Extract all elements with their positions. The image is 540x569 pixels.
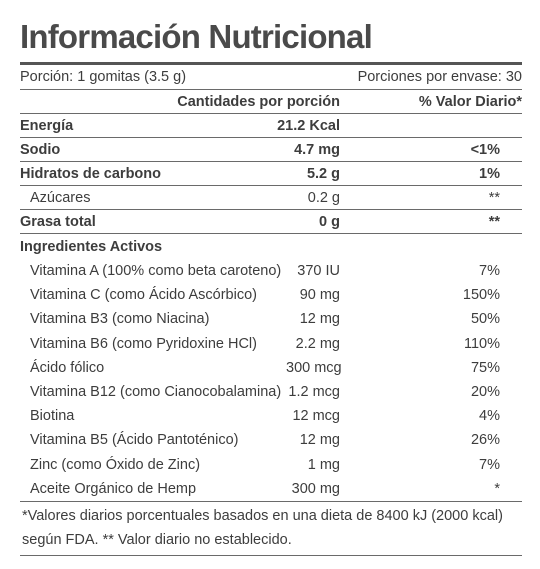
ingredient-amount: 90 mg bbox=[299, 287, 340, 304]
ingredient-row: Vitamina B12 (como Cianocobalamina) 1.2 m… bbox=[20, 380, 522, 404]
ingredient-dv: 50% bbox=[470, 311, 500, 328]
nutrient-amount: 0 g bbox=[319, 213, 340, 230]
ingredient-name: Vitamina B5 (Ácido Pantoténico) bbox=[30, 432, 239, 449]
nutrient-list: Energía 21.2 Kcal Sodio 4.7 mg <1% Hidratos d… bbox=[20, 114, 522, 234]
nutrient-amount: 5.2 g bbox=[306, 165, 340, 182]
serving-size: Porción: 1 gomitas (3.5 g) bbox=[20, 69, 187, 85]
nutrient-amount: 21.2 Kcal bbox=[277, 117, 340, 134]
nutrient-row: Sodio 4.7 mg <1% bbox=[20, 138, 522, 162]
ingredient-name: Zinc (como Óxido de Zinc) bbox=[30, 456, 201, 473]
nutrient-row: Grasa total 0 g ** bbox=[20, 210, 522, 234]
title-divider bbox=[20, 62, 522, 65]
ingredient-dv: 7% bbox=[479, 263, 500, 280]
nutrient-name: Sodio bbox=[20, 141, 61, 158]
ingredient-row: Biotina 12 mcg 4% bbox=[20, 404, 522, 428]
ingredient-list: Vitamina A (100% como beta caroteno) 370 … bbox=[20, 259, 522, 501]
footnote: *Valores diarios porcentuales basados en… bbox=[22, 507, 503, 548]
ingredient-name: Ácido fólico bbox=[30, 359, 105, 376]
bottom-divider bbox=[20, 554, 522, 556]
ingredient-dv: 4% bbox=[479, 408, 500, 425]
ingredient-amount: 300 mcg bbox=[286, 359, 342, 376]
ingredient-amount: 1 mg bbox=[307, 456, 340, 473]
ingredient-row: Vitamina C (como Ácido Ascórbico) 90 mg 15… bbox=[20, 283, 522, 307]
ingredient-name: Vitamina B12 (como Cianocobalamina) bbox=[30, 384, 282, 401]
nutrition-facts-panel: Información Nutricional Porción: 1 gomit… bbox=[20, 14, 522, 556]
nutrient-dv: ** bbox=[488, 189, 500, 206]
ingredient-row: Vitamina B5 (Ácido Pantoténico) 12 mg 26% bbox=[20, 428, 522, 452]
nutrient-dv: ** bbox=[488, 213, 500, 230]
footnote-divider bbox=[20, 500, 522, 502]
ingredient-dv: 7% bbox=[479, 456, 500, 473]
amount-column-header: Cantidades por porción bbox=[177, 93, 340, 110]
nutrient-name: Energía bbox=[20, 117, 74, 134]
ingredient-name: Vitamina C (como Ácido Ascórbico) bbox=[30, 287, 257, 304]
nutrient-amount: 4.7 mg bbox=[294, 141, 340, 158]
ingredient-row: Vitamina B6 (como Pyridoxine HCl) 2.2 mg 1… bbox=[20, 332, 522, 356]
ingredient-row: Vitamina A (100% como beta caroteno) 370 … bbox=[20, 259, 522, 283]
ingredient-dv: 110% bbox=[463, 335, 500, 352]
ingredient-amount: 300 mg bbox=[291, 480, 340, 497]
ingredient-name: Biotina bbox=[30, 408, 75, 425]
nutrient-dv: 1% bbox=[479, 165, 500, 182]
ingredient-dv: 26% bbox=[470, 432, 500, 449]
ingredient-row: Aceite Orgánico de Hemp 300 mg * bbox=[20, 477, 522, 501]
panel-title: Información Nutricional bbox=[20, 18, 373, 55]
nutrient-name: Hidratos de carbono bbox=[20, 165, 161, 182]
nutrient-name: Grasa total bbox=[20, 213, 96, 230]
ingredient-amount: 2.2 mg bbox=[295, 335, 340, 352]
ingredient-amount: 1.2 mcg bbox=[288, 384, 340, 401]
column-header-row: Cantidades por porción % Valor Diario* bbox=[20, 90, 522, 114]
nutrient-name: Azúcares bbox=[30, 189, 91, 206]
ingredient-name: Vitamina B6 (como Pyridoxine HCl) bbox=[30, 335, 257, 352]
servings-per-container: Porciones por envase: 30 bbox=[357, 69, 522, 85]
nutrient-row: Hidratos de carbono 5.2 g 1% bbox=[20, 162, 522, 186]
ingredient-dv: 20% bbox=[470, 384, 500, 401]
ingredient-amount: 12 mg bbox=[299, 311, 340, 328]
ingredient-dv: 75% bbox=[470, 359, 500, 376]
ingredient-name: Vitamina B3 (como Niacina) bbox=[30, 311, 210, 328]
ingredient-row: Vitamina B3 (como Niacina) 12 mg 50% bbox=[20, 307, 522, 331]
nutrient-row: Azúcares 0.2 g ** bbox=[20, 186, 522, 210]
ingredient-name: Aceite Orgánico de Hemp bbox=[30, 480, 197, 497]
nutrient-row: Energía 21.2 Kcal bbox=[20, 114, 522, 138]
ingredients-heading: Ingredientes Activos bbox=[20, 238, 163, 255]
ingredient-dv: * bbox=[494, 480, 500, 497]
ingredient-amount: 12 mg bbox=[299, 432, 340, 449]
ingredient-row: Zinc (como Óxido de Zinc) 1 mg 7% bbox=[20, 453, 522, 477]
nutrient-amount: 0.2 g bbox=[307, 189, 340, 206]
dv-column-header: % Valor Diario* bbox=[418, 93, 522, 110]
ingredient-amount: 370 IU bbox=[297, 263, 340, 280]
nutrient-dv: <1% bbox=[470, 141, 500, 158]
ingredient-dv: 150% bbox=[462, 287, 500, 304]
serving-info-row: Porción: 1 gomitas (3.5 g) Porciones por… bbox=[20, 65, 522, 90]
ingredient-amount: 12 mcg bbox=[292, 408, 340, 425]
ingredient-row: Ácido fólico 300 mcg 75% bbox=[20, 356, 522, 380]
ingredient-name: Vitamina A (100% como beta caroteno) bbox=[30, 263, 282, 280]
